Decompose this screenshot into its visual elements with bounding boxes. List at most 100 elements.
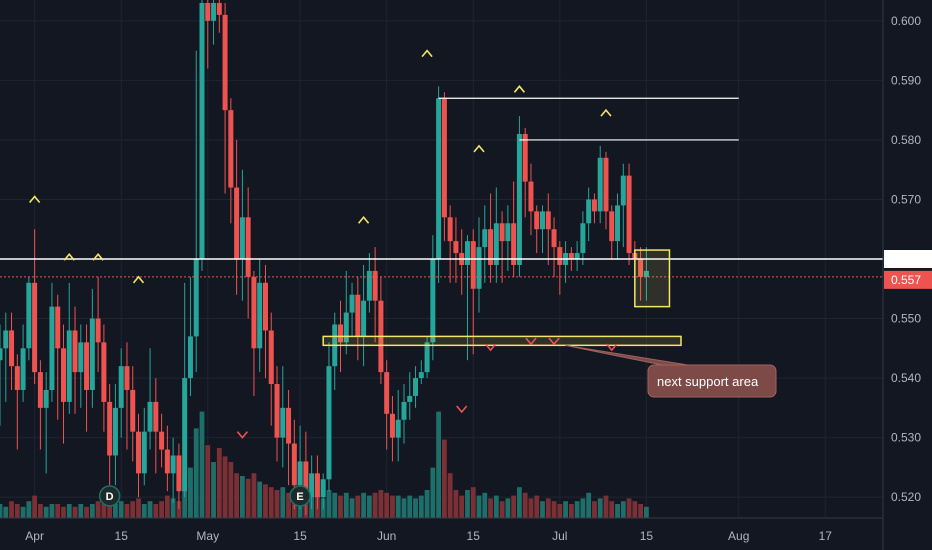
candle[interactable] (130, 366, 136, 462)
candle[interactable] (251, 270, 257, 396)
candle[interactable] (453, 217, 459, 283)
candle[interactable] (193, 50, 199, 373)
candle[interactable] (286, 389, 292, 486)
candle[interactable] (488, 193, 494, 283)
event-badge-e[interactable]: E (289, 485, 311, 507)
candle[interactable] (505, 205, 511, 271)
candle[interactable] (147, 348, 153, 450)
candle[interactable] (597, 145, 603, 224)
candle[interactable] (447, 205, 453, 283)
candle[interactable] (389, 395, 395, 462)
candle[interactable] (60, 324, 66, 444)
candle[interactable] (476, 217, 482, 313)
candle[interactable] (401, 384, 407, 444)
candle[interactable] (66, 282, 72, 414)
candle[interactable] (205, 0, 211, 69)
candle[interactable] (551, 217, 557, 277)
current-range-box[interactable] (634, 249, 671, 308)
candle[interactable] (176, 443, 182, 510)
candle[interactable] (372, 247, 378, 343)
candle[interactable] (72, 306, 78, 414)
candle[interactable] (522, 128, 528, 218)
candle[interactable] (418, 360, 424, 385)
candle[interactable] (245, 187, 251, 319)
candle[interactable] (615, 193, 621, 259)
candle[interactable] (136, 413, 142, 498)
candle[interactable] (257, 259, 263, 373)
candle[interactable] (89, 288, 95, 408)
candle[interactable] (159, 413, 165, 468)
candle[interactable] (643, 247, 649, 301)
candle[interactable] (26, 276, 32, 361)
candle[interactable] (141, 407, 147, 486)
candle[interactable] (211, 0, 217, 45)
candle[interactable] (493, 187, 499, 283)
candle[interactable] (280, 366, 286, 468)
candle[interactable] (239, 169, 245, 301)
candle[interactable] (609, 205, 615, 259)
candle[interactable] (413, 366, 419, 408)
callout-box[interactable] (647, 364, 777, 398)
candle[interactable] (557, 241, 563, 295)
candle[interactable] (112, 384, 118, 486)
candle[interactable] (534, 205, 540, 254)
candle[interactable] (574, 241, 580, 271)
candle[interactable] (638, 247, 644, 301)
event-badge-d[interactable]: D (98, 485, 121, 507)
candle[interactable] (55, 294, 61, 420)
candle[interactable] (274, 366, 280, 462)
candle[interactable] (268, 312, 274, 426)
candle[interactable] (118, 348, 124, 438)
candle[interactable] (516, 116, 522, 277)
candle[interactable] (407, 372, 413, 420)
candle[interactable] (164, 425, 170, 492)
candle[interactable] (0, 324, 3, 426)
candle[interactable] (620, 163, 626, 248)
candle[interactable] (199, 0, 205, 271)
candle[interactable] (482, 205, 488, 283)
candle[interactable] (170, 437, 176, 504)
candle[interactable] (101, 324, 107, 432)
candle[interactable] (124, 342, 130, 450)
support-callout[interactable]: next support area (565, 344, 777, 398)
candle[interactable] (222, 2, 228, 194)
candle[interactable] (603, 151, 609, 230)
candle[interactable] (20, 324, 26, 402)
candle[interactable] (187, 276, 193, 396)
candle[interactable] (14, 354, 20, 450)
candle[interactable] (343, 270, 349, 355)
candle[interactable] (107, 384, 113, 486)
candle[interactable] (580, 211, 586, 265)
candle[interactable] (499, 211, 505, 283)
candle[interactable] (395, 389, 401, 462)
candle[interactable] (262, 264, 268, 379)
candle[interactable] (464, 235, 470, 361)
candle[interactable] (309, 455, 315, 510)
candle[interactable] (511, 181, 517, 277)
candle[interactable] (49, 282, 55, 402)
candle[interactable] (320, 473, 326, 510)
candle[interactable] (32, 229, 38, 385)
candle[interactable] (430, 235, 436, 361)
candle[interactable] (528, 163, 534, 236)
candle[interactable] (384, 360, 390, 450)
candle[interactable] (539, 205, 545, 254)
candle[interactable] (349, 282, 355, 337)
candle[interactable] (43, 372, 49, 474)
candle[interactable] (441, 92, 447, 242)
candle[interactable] (436, 86, 442, 283)
candle[interactable] (314, 455, 320, 510)
candle[interactable] (95, 276, 101, 373)
support-area-box[interactable] (322, 335, 682, 347)
candle[interactable] (9, 312, 15, 390)
candle[interactable] (228, 98, 234, 224)
candle[interactable] (153, 378, 159, 474)
candle[interactable] (591, 193, 597, 224)
candle[interactable] (586, 187, 592, 242)
candle[interactable] (234, 139, 240, 295)
candle[interactable] (78, 324, 84, 408)
candle[interactable] (37, 360, 43, 450)
candle[interactable] (84, 324, 90, 432)
